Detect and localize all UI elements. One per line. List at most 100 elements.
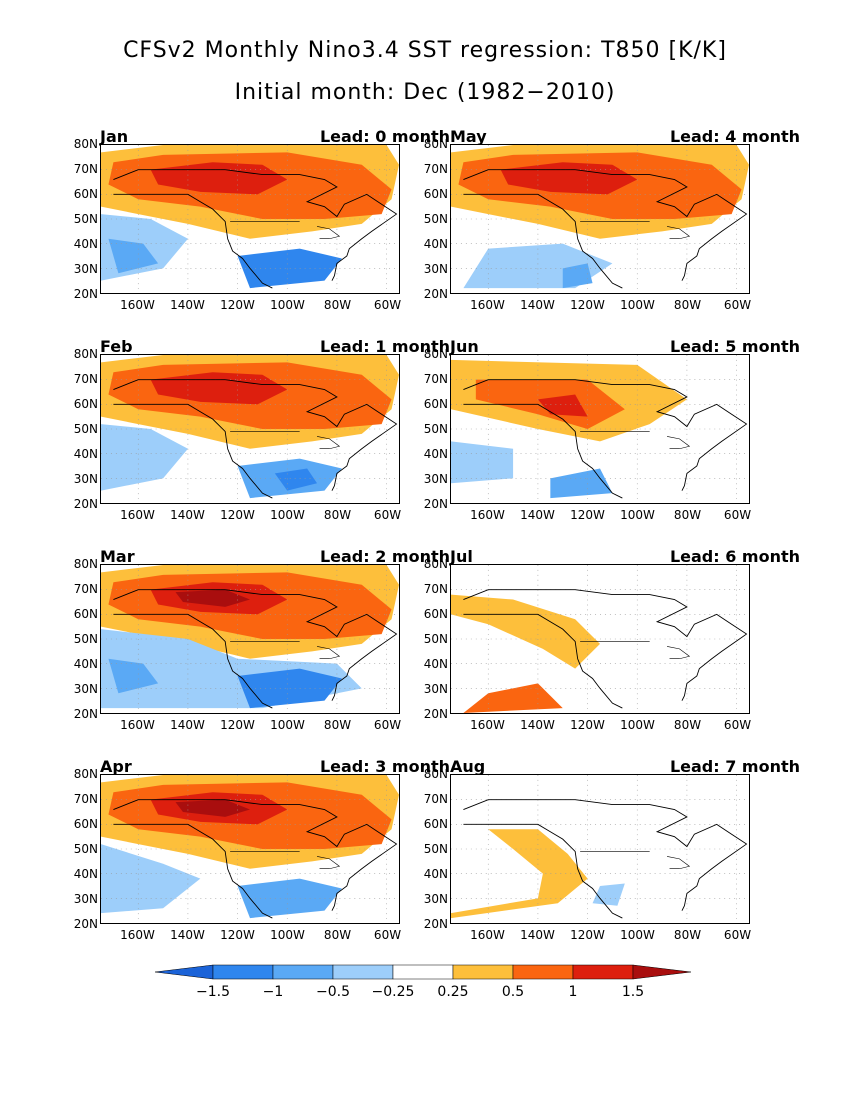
lat-tick-label: 20N: [423, 917, 448, 931]
lat-tick-label: 70N: [73, 372, 98, 386]
great-lakes: [316, 856, 341, 870]
lon-tick-label: 60W: [723, 928, 752, 942]
great-lakes: [666, 646, 691, 660]
panel-month-label: Jan: [100, 127, 129, 146]
lon-tick-label: 60W: [373, 508, 402, 522]
lon-tick-label: 140W: [170, 298, 205, 312]
lat-tick-label: 30N: [73, 262, 98, 276]
warm-anomaly-region: [500, 162, 638, 195]
lon-tick-label: 160W: [120, 298, 155, 312]
lat-tick-label: 60N: [423, 817, 448, 831]
lon-tick-label: 160W: [470, 718, 505, 732]
lat-tick-label: 60N: [73, 397, 98, 411]
cold-anomaly-region: [108, 658, 159, 694]
lat-tick-label: 20N: [73, 707, 98, 721]
coastline: [463, 799, 748, 911]
lat-tick-label: 40N: [423, 447, 448, 461]
lat-tick-label: 80N: [423, 137, 448, 151]
lat-tick-label: 40N: [423, 237, 448, 251]
coastline: [113, 379, 398, 491]
colorbar-level-label: 1.5: [621, 984, 645, 1000]
lat-tick-label: 60N: [423, 187, 448, 201]
lat-tick-label: 30N: [423, 682, 448, 696]
lat-tick-label: 80N: [423, 347, 448, 361]
lon-tick-label: 160W: [470, 928, 505, 942]
panel-lead-label: Lead: 3 month: [319, 757, 450, 776]
lat-tick-label: 80N: [73, 767, 98, 781]
lat-tick-label: 50N: [73, 212, 98, 226]
coastline: [463, 589, 748, 701]
map-panel-jul: Jul Lead: 6 month 80N 70N 60N 50N 40N 30N 20N 160…: [400, 547, 800, 747]
lat-tick-label: 30N: [73, 682, 98, 696]
lat-tick-label: 50N: [423, 212, 448, 226]
lon-tick-label: 140W: [520, 928, 555, 942]
lat-tick-label: 70N: [423, 372, 448, 386]
great-lakes: [316, 226, 341, 240]
lat-tick-label: 70N: [423, 162, 448, 176]
panel-month-label: Jul: [450, 547, 473, 566]
coastline: [463, 613, 623, 709]
map-field: [101, 565, 399, 713]
lon-tick-label: 160W: [120, 508, 155, 522]
lat-tick-label: 30N: [423, 262, 448, 276]
figure-subtitle: Initial month: Dec (1982−2010): [234, 80, 616, 105]
lon-tick-label: 120W: [220, 928, 255, 942]
lat-tick-label: 80N: [423, 557, 448, 571]
map-panel-mar: Mar Lead: 2 month 80N 70N 60N 50N 40N 30N 20N 160…: [50, 547, 450, 747]
lon-tick-label: 160W: [120, 928, 155, 942]
map-field: [101, 145, 399, 293]
colorbar-level-label: 0.25: [437, 984, 469, 1000]
lon-tick-label: 100W: [270, 718, 305, 732]
lon-tick-label: 140W: [520, 298, 555, 312]
panel-month-label: May: [450, 127, 487, 146]
colorbar-segment: [392, 964, 454, 980]
lat-tick-label: 60N: [73, 607, 98, 621]
lon-tick-label: 120W: [570, 508, 605, 522]
panel-lead-label: Lead: 0 month: [319, 127, 450, 146]
great-lakes: [316, 436, 341, 450]
map-panel-jan: Jan Lead: 0 month 80N 70N 60N 50N 40N 30N 20N 160…: [50, 127, 450, 327]
colorbar-arrow-low: [154, 964, 214, 980]
lon-tick-label: 80W: [673, 718, 702, 732]
lat-tick-label: 20N: [423, 287, 448, 301]
lon-tick-label: 120W: [220, 508, 255, 522]
colorbar-segment: [512, 964, 574, 980]
map-field: [451, 775, 749, 923]
great-lakes: [666, 856, 691, 870]
lat-tick-label: 30N: [423, 892, 448, 906]
coastline: [113, 169, 398, 281]
lon-tick-label: 160W: [470, 298, 505, 312]
map-frame: [450, 774, 750, 924]
lat-tick-label: 50N: [73, 842, 98, 856]
lon-tick-label: 100W: [620, 928, 655, 942]
map-field: [451, 565, 749, 713]
lat-tick-label: 50N: [423, 632, 448, 646]
lat-tick-label: 80N: [73, 347, 98, 361]
cold-anomaly-region: [108, 238, 159, 274]
colorbar-level-label: 1: [568, 984, 578, 1000]
lat-tick-label: 70N: [73, 792, 98, 806]
coastline: [463, 193, 623, 289]
cold-anomaly-region: [562, 263, 593, 289]
colorbar-level-label: −1.5: [196, 984, 230, 1000]
coastline: [113, 589, 398, 701]
lon-tick-label: 100W: [620, 298, 655, 312]
lon-tick-label: 100W: [270, 298, 305, 312]
lat-tick-label: 30N: [73, 472, 98, 486]
lat-tick-label: 50N: [73, 632, 98, 646]
lat-tick-label: 30N: [423, 472, 448, 486]
coastline: [113, 799, 398, 911]
lon-tick-label: 120W: [570, 928, 605, 942]
map-frame: [100, 564, 400, 714]
panel-month-label: Apr: [100, 757, 132, 776]
lon-tick-label: 120W: [570, 298, 605, 312]
map-frame: [100, 774, 400, 924]
lon-tick-label: 60W: [373, 928, 402, 942]
lon-tick-label: 100W: [620, 718, 655, 732]
lon-tick-label: 140W: [520, 718, 555, 732]
lat-tick-label: 70N: [73, 162, 98, 176]
map-panel-feb: Feb Lead: 1 month 80N 70N 60N 50N 40N 30N 20N 160…: [50, 337, 450, 537]
panel-lead-label: Lead: 2 month: [319, 547, 450, 566]
colorbar-arrow-high: [632, 964, 692, 980]
panel-month-label: Aug: [450, 757, 486, 776]
